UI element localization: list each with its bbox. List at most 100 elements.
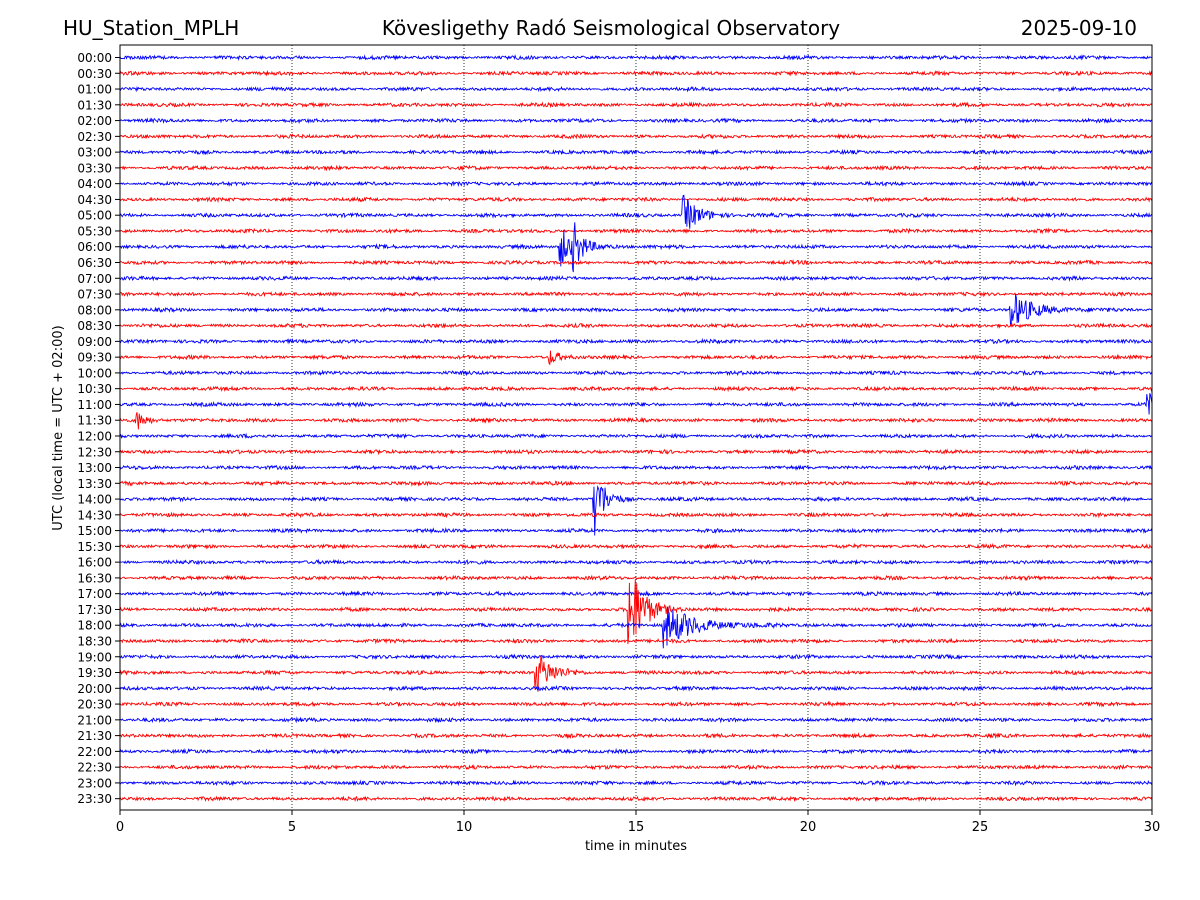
trace-0500 [119, 194, 1153, 229]
y-tick-label: 13:00 [77, 461, 112, 475]
y-axis-label: UTC (local time = UTC + 02:00) [51, 325, 66, 530]
trace-1000 [119, 369, 1153, 377]
trace-1900 [119, 653, 1153, 661]
y-tick-label: 05:00 [77, 209, 112, 223]
trace-0600 [119, 222, 1153, 273]
trace-1630 [119, 574, 1153, 582]
trace-0830 [119, 322, 1153, 330]
y-tick-label: 03:00 [77, 146, 112, 160]
y-tick-label: 05:30 [77, 224, 112, 238]
trace-0730 [119, 291, 1153, 298]
y-tick-label: 02:00 [77, 114, 112, 128]
y-tick-label: 08:30 [77, 319, 112, 333]
y-tick-label: 06:30 [77, 256, 112, 270]
trace-1330 [119, 479, 1153, 487]
y-tick-label: 18:30 [77, 634, 112, 648]
trace-1800 [119, 606, 1153, 649]
y-tick-label: 08:00 [77, 303, 112, 317]
trace-2000 [119, 684, 1153, 692]
trace-2200 [119, 747, 1153, 755]
x-tick-label: 5 [288, 820, 296, 835]
trace-0530 [119, 227, 1153, 235]
y-tick-label: 01:00 [77, 83, 112, 97]
y-tick-label: 20:30 [77, 698, 112, 712]
seismogram-traces [119, 54, 1153, 803]
y-tick-label: 23:00 [77, 776, 112, 790]
y-tick-label: 03:30 [77, 161, 112, 175]
y-tick-label: 00:30 [77, 67, 112, 81]
y-tick-label: 09:30 [77, 351, 112, 365]
y-tick-label: 21:00 [77, 713, 112, 727]
y-tick-label: 17:30 [77, 603, 112, 617]
y-tick-label: 18:00 [77, 619, 112, 633]
y-tick-label: 07:00 [77, 272, 112, 286]
x-tick-label: 15 [628, 820, 645, 835]
trace-1300 [119, 464, 1153, 472]
y-tick-label: 14:30 [77, 508, 112, 522]
y-tick-label: 22:30 [77, 761, 112, 775]
y-tick-label: 19:00 [77, 650, 112, 664]
trace-0230 [119, 133, 1153, 140]
y-tick-label: 22:00 [77, 745, 112, 759]
y-tick-label: 16:00 [77, 556, 112, 570]
trace-1200 [119, 432, 1153, 440]
station-name: HU_Station_MPLH [63, 16, 239, 40]
trace-1530 [119, 542, 1153, 550]
y-tick-label: 23:30 [77, 792, 112, 806]
trace-0900 [119, 337, 1153, 345]
y-tick-label: 15:00 [77, 524, 112, 538]
trace-0030 [119, 69, 1153, 77]
y-tick-label: 12:00 [77, 429, 112, 443]
y-tick-label: 10:00 [77, 366, 112, 380]
trace-1700 [119, 590, 1153, 597]
y-tick-label: 01:30 [77, 98, 112, 112]
y-tick-label: 02:30 [77, 130, 112, 144]
y-tick-label: 11:00 [77, 398, 112, 412]
trace-1430 [119, 511, 1153, 519]
y-tick-label: 10:30 [77, 382, 112, 396]
x-axis-label: time in minutes [585, 839, 687, 854]
x-tick-label: 0 [116, 820, 124, 835]
trace-1130 [119, 412, 1153, 430]
y-tick-label: 15:30 [77, 540, 112, 554]
trace-0000 [119, 54, 1153, 62]
trace-1030 [119, 385, 1153, 393]
trace-0130 [119, 101, 1153, 109]
y-tick-label: 20:00 [77, 682, 112, 696]
record-date: 2025-09-10 [1021, 16, 1137, 40]
x-tick-label: 20 [800, 820, 817, 835]
trace-2130 [119, 732, 1153, 740]
y-tick-label: 04:00 [77, 177, 112, 191]
trace-0430 [119, 195, 1153, 204]
y-tick-label: 04:30 [77, 193, 112, 207]
trace-0700 [119, 274, 1153, 282]
y-tick-label: 11:30 [77, 414, 112, 428]
y-tick-label: 16:30 [77, 571, 112, 585]
chart-title: Kövesligethy Radó Seismological Observat… [382, 16, 840, 40]
trace-1600 [119, 558, 1153, 566]
x-tick-label: 30 [1144, 820, 1161, 835]
trace-0100 [119, 85, 1152, 93]
trace-2230 [119, 763, 1153, 771]
trace-2030 [119, 700, 1152, 708]
plot-frame [119, 44, 1153, 811]
y-tick-label: 00:00 [77, 51, 112, 65]
y-tick-label: 09:00 [77, 335, 112, 349]
y-tick-label: 21:30 [77, 729, 112, 743]
trace-0330 [119, 164, 1153, 172]
y-tick-label: 19:30 [77, 666, 112, 680]
x-tick-label: 10 [456, 820, 473, 835]
trace-0630 [119, 258, 1153, 266]
trace-0930 [119, 350, 1153, 366]
trace-1730 [119, 579, 1152, 645]
y-tick-label: 07:30 [77, 288, 112, 302]
y-tick-label: 17:00 [77, 587, 112, 601]
y-tick-label: 14:00 [77, 493, 112, 507]
trace-1930 [119, 655, 1153, 692]
y-tick-label: 12:30 [77, 445, 112, 459]
trace-2300 [119, 779, 1153, 787]
y-tick-label: 06:00 [77, 240, 112, 254]
trace-1500 [119, 527, 1153, 535]
